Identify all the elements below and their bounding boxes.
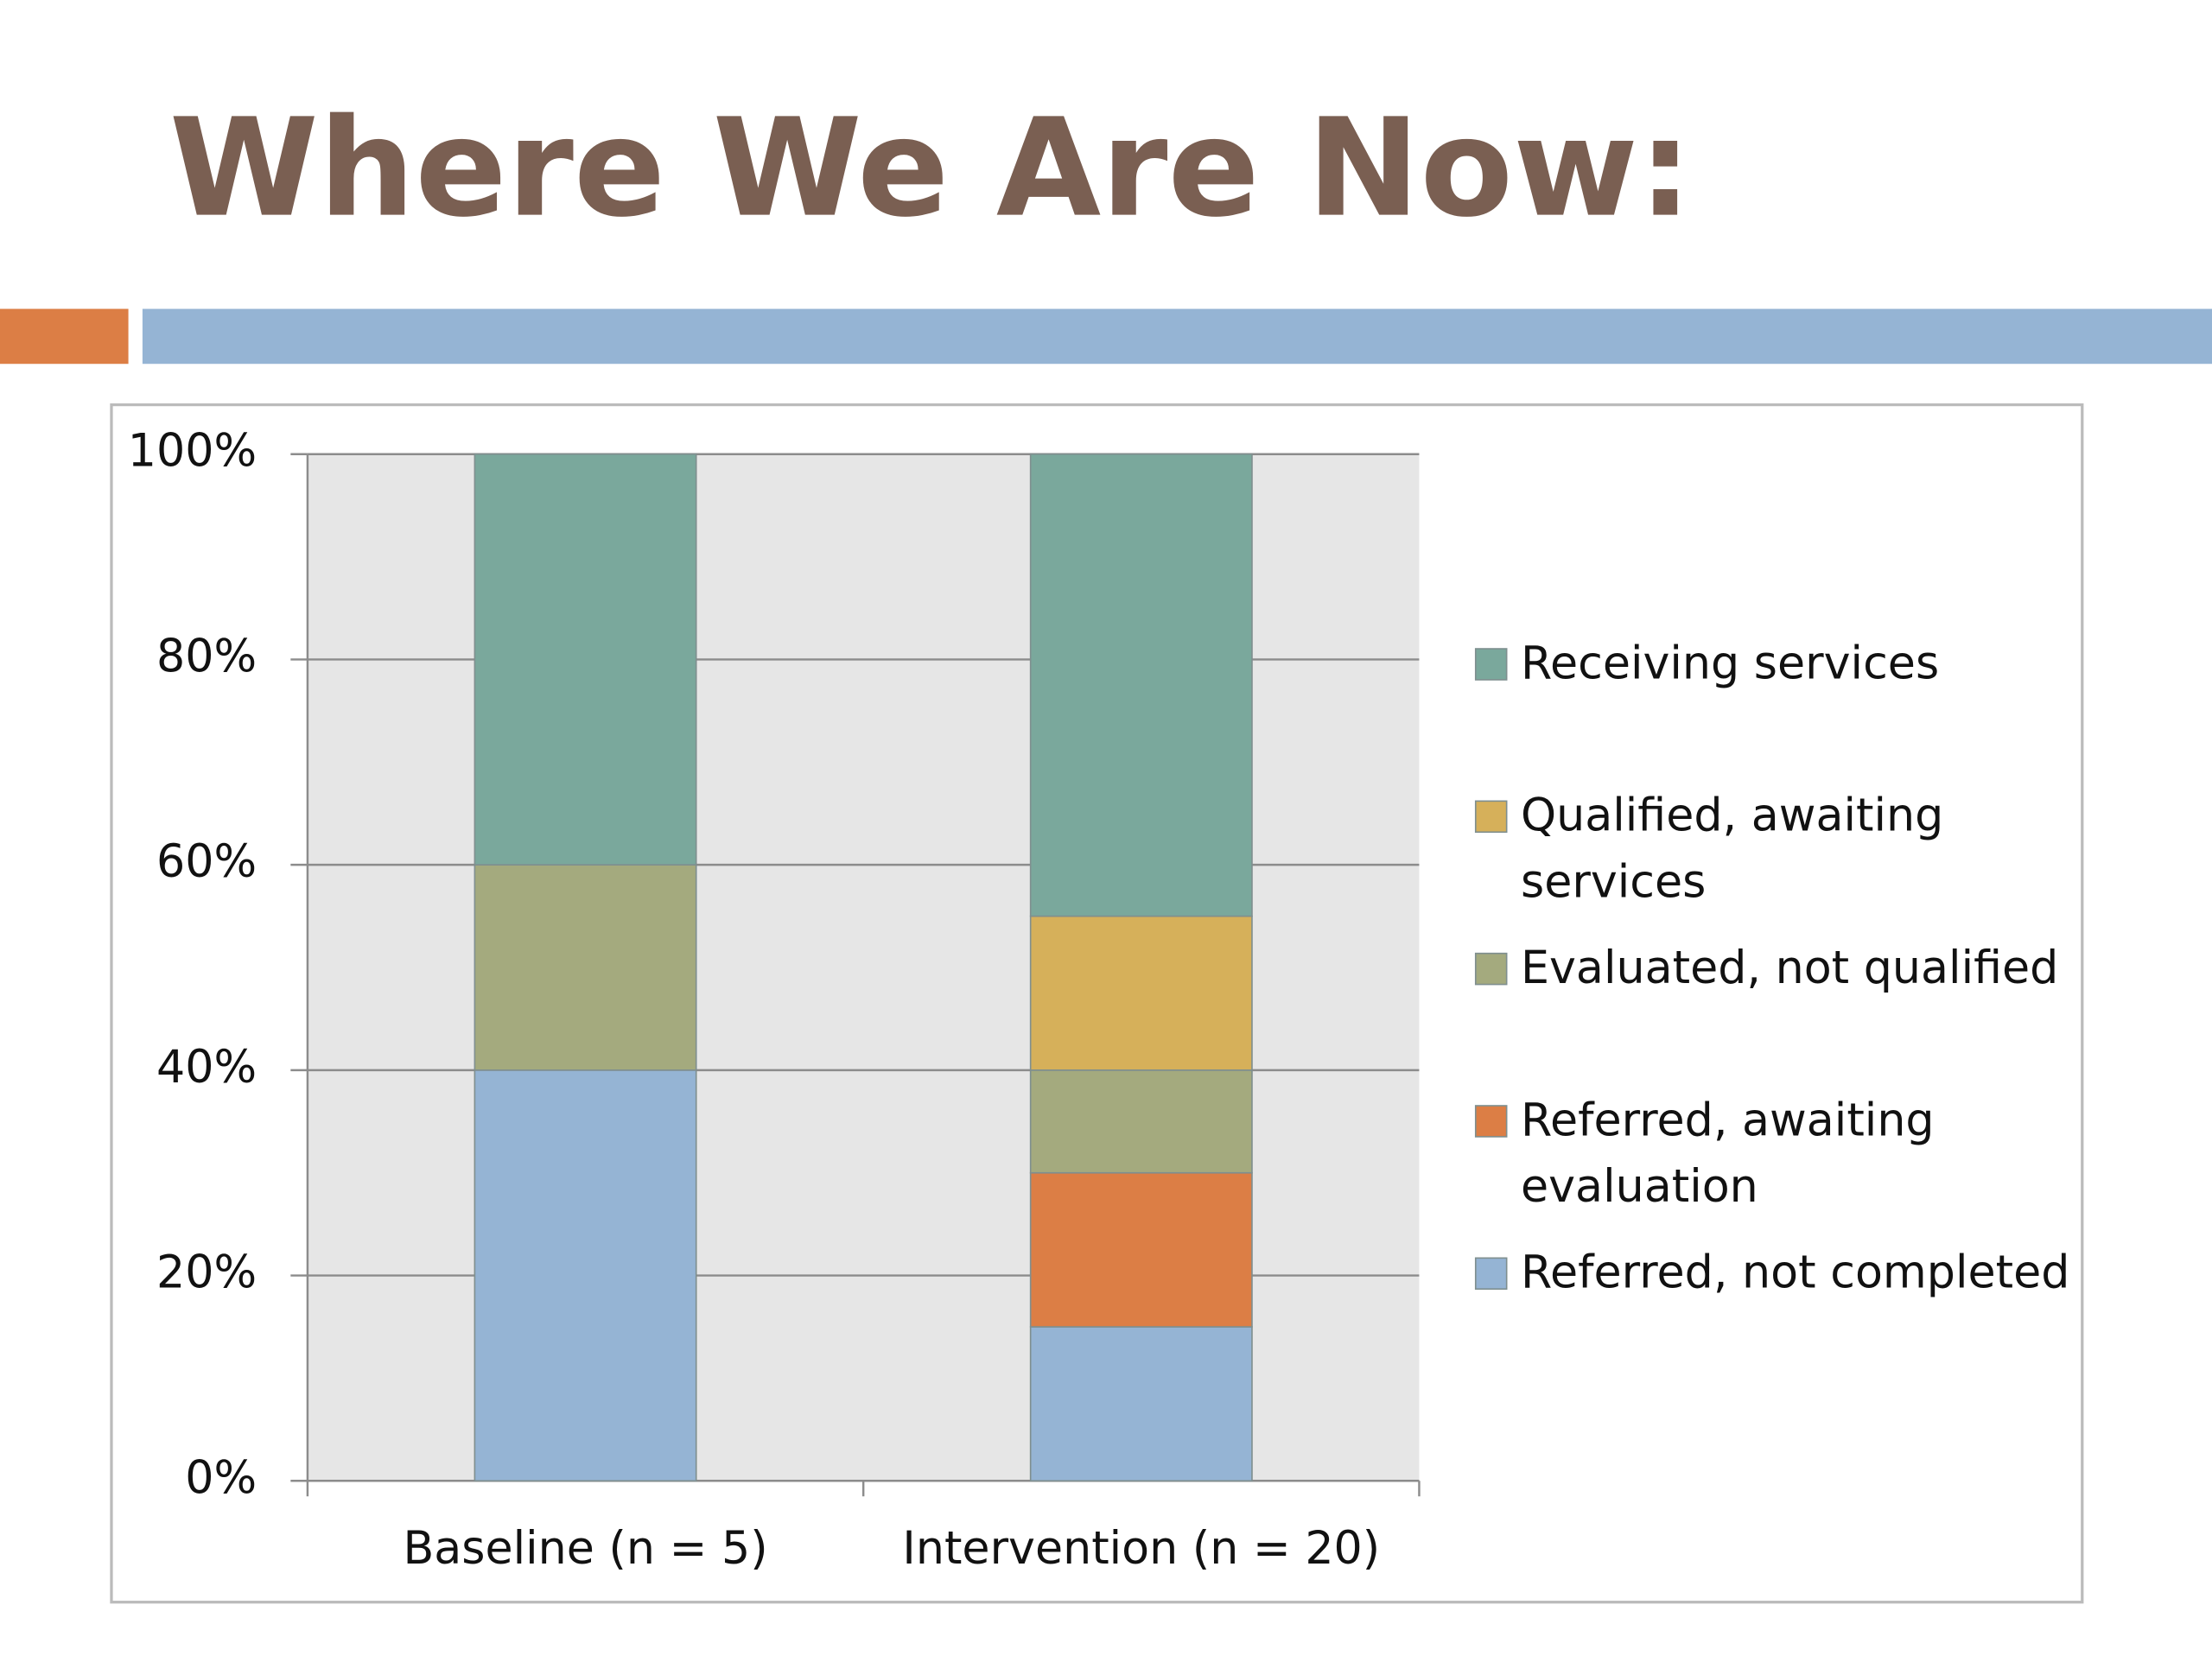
y-tick-label: 0%: [185, 1452, 257, 1504]
bar-segment: [1029, 1326, 1253, 1482]
bar-segment: [1029, 1069, 1253, 1174]
bar-segment: [1029, 915, 1253, 1071]
bar-segment: [474, 1069, 697, 1482]
bar-segment: [1029, 453, 1253, 917]
x-tick-label: Baseline (n = 5): [403, 1523, 767, 1575]
slide-title: Where We Are Now:: [169, 90, 1693, 247]
legend-item: Receiving services: [1521, 636, 1940, 690]
legend-label: Referred, not completed: [1521, 1245, 2070, 1299]
bar-segment: [474, 453, 697, 866]
legend-label: Receiving services: [1521, 636, 1940, 690]
accent-bar: [0, 308, 129, 365]
legend-item: Referred, awaiting evaluation: [1521, 1093, 1935, 1214]
legend-item: Evaluated, not qualified: [1521, 940, 2059, 995]
legend-item: Qualified, awaiting services: [1521, 788, 1944, 909]
legend-label: Referred, awaiting evaluation: [1521, 1093, 1935, 1214]
y-tick-label: 100%: [128, 426, 257, 478]
legend-swatch: [1474, 648, 1508, 681]
y-tick-label: 80%: [156, 631, 257, 682]
legend-swatch: [1474, 952, 1508, 986]
legend-swatch: [1474, 1105, 1508, 1138]
legend-label: Evaluated, not qualified: [1521, 940, 2059, 995]
legend-item: Referred, not completed: [1521, 1245, 2070, 1299]
y-tick-label: 60%: [156, 836, 257, 888]
y-tick-label: 20%: [156, 1247, 257, 1299]
header-bar: [142, 308, 2212, 365]
legend-label: Qualified, awaiting services: [1521, 788, 1944, 909]
bar-segment: [1029, 1171, 1253, 1328]
y-tick-label: 40%: [156, 1042, 257, 1094]
x-tick-label: Intervention (n = 20): [902, 1523, 1380, 1575]
bar-segment: [474, 864, 697, 1071]
legend-swatch: [1474, 1257, 1508, 1291]
legend-swatch: [1474, 800, 1508, 834]
